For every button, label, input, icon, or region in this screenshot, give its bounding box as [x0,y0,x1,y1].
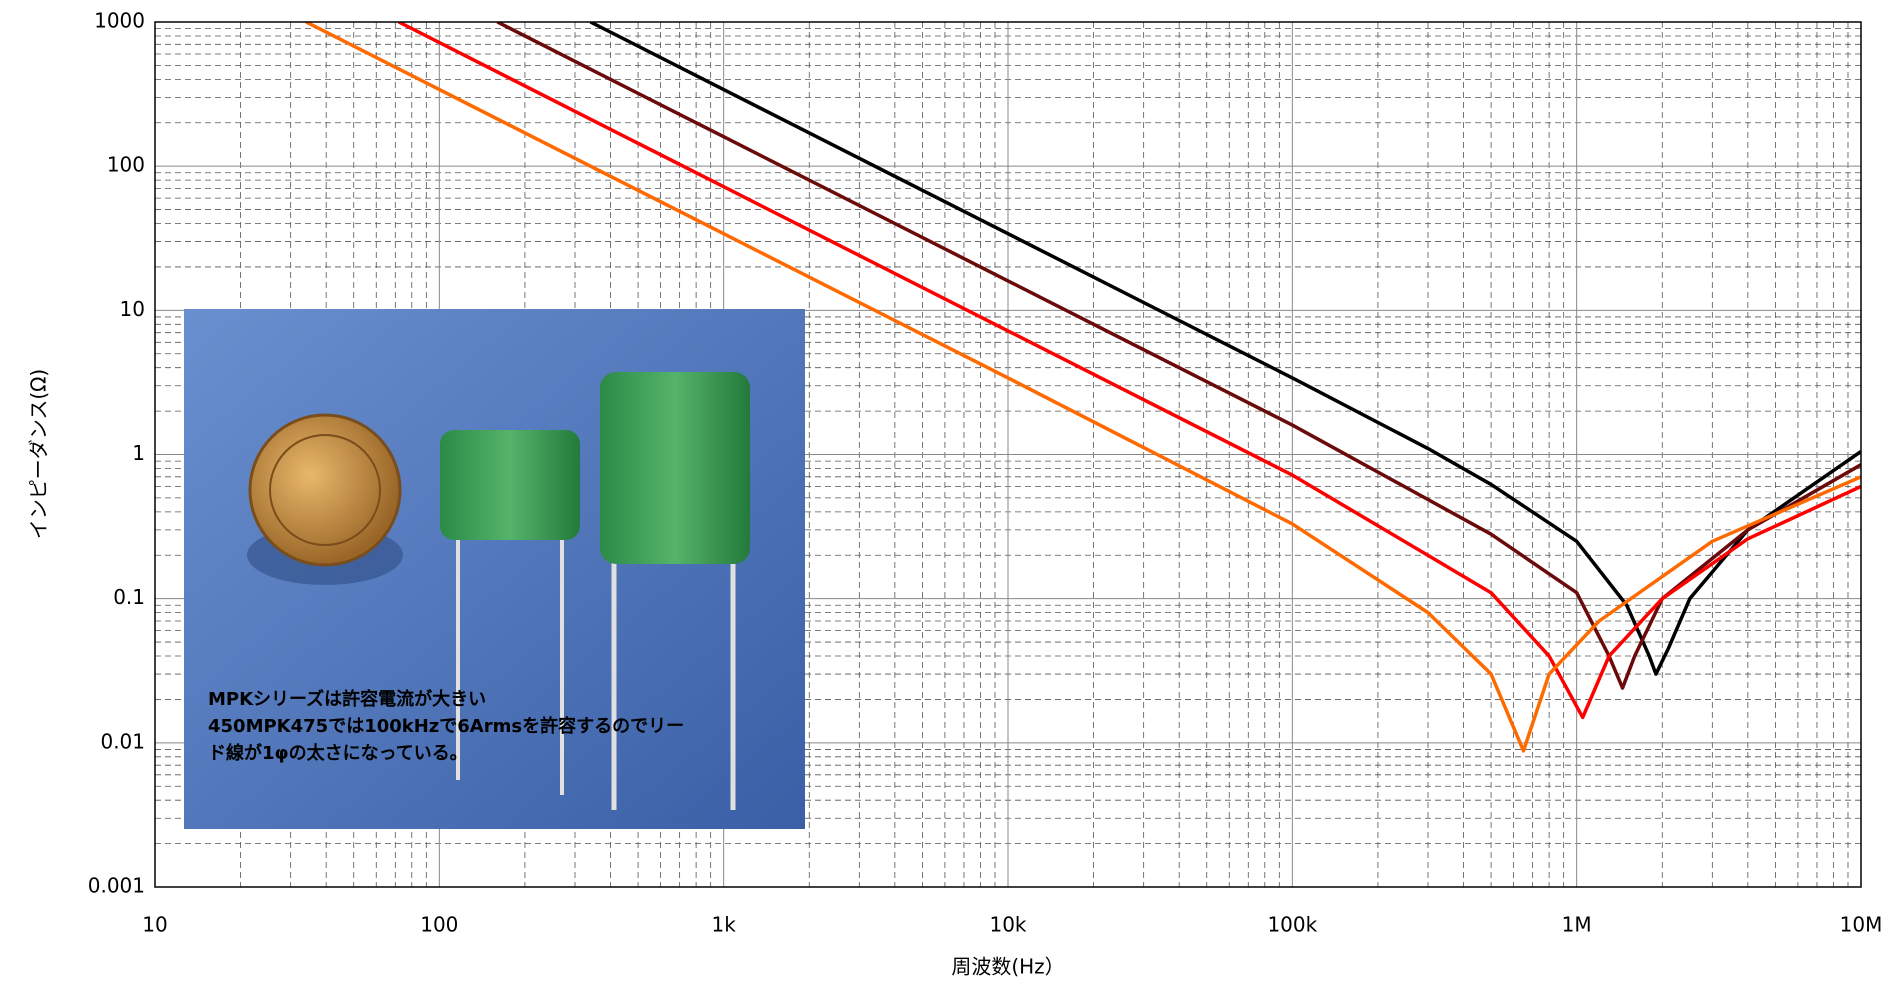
y-tick-label: 0.001 [88,874,145,898]
annotation: MPKシリーズは許容電流が大きい 450MPK475では100kHzで6Armsを… [208,688,684,764]
capacitor-large [600,372,750,564]
annotation-text: 450MPK475では100kHzで6Armsを許容するのでリー [208,715,684,737]
x-tick-label: 10M [1840,913,1883,937]
photo-inset [184,309,805,829]
y-tick-label: 0.1 [113,585,145,609]
y-tick-label: 1000 [94,9,145,33]
x-tick-label: 1k [712,913,737,937]
x-tick-label: 100k [1267,913,1317,937]
y-tick-label: 0.01 [100,729,145,753]
y-tick-label: 1 [132,441,145,465]
coin-ring [269,434,381,546]
y-tick-label: 10 [120,297,145,321]
capacitor-small [440,430,580,540]
series-line [589,22,1861,676]
y-tick-label: 100 [107,153,145,177]
plot-frame [154,21,1862,888]
annotation-text: ド線が1φの太さになっている。 [208,742,468,764]
x-axis-title: 周波数(Hz） [951,955,1064,979]
coin [248,413,402,567]
lines [305,22,1861,753]
y-axis-title: インピーダンス(Ω) [27,369,51,540]
x-tick-label: 1M [1562,913,1592,937]
x-tick-label: 100 [420,913,458,937]
annotation-text: MPKシリーズは許容電流が大きい [208,688,486,710]
series-line [305,22,1861,753]
series-line [397,22,1861,720]
x-tick-label: 10k [989,913,1026,937]
x-tick-label: 10 [142,913,167,937]
